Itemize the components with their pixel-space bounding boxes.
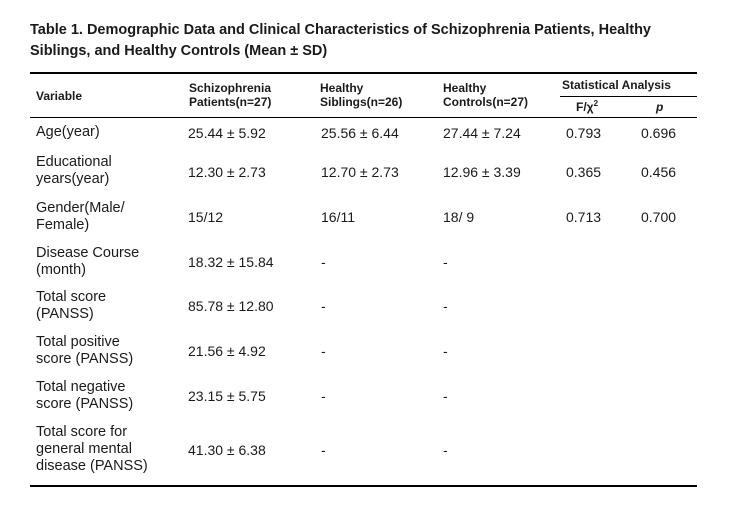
cell-controls: 27.44 ± 7.24 <box>443 125 521 141</box>
stat-subheader-rule <box>560 96 697 97</box>
row-label: Total score for <box>36 424 128 440</box>
cell-schizophrenia: 12.30 ± 2.73 <box>188 164 266 180</box>
header-controls-line2: Controls(n=27) <box>443 95 529 109</box>
row-label: years(year) <box>36 171 110 187</box>
top-rule <box>30 72 697 74</box>
cell-f-chi: 0.713 <box>566 209 602 225</box>
cell-p: 0.456 <box>641 164 677 180</box>
cell-siblings: 25.56 ± 6.44 <box>321 125 399 141</box>
caption-line-2: Siblings, and Healthy Controls (Mean ± S… <box>30 43 328 59</box>
row-label: score (PANSS) <box>36 396 134 412</box>
row-label: general mental <box>36 441 132 457</box>
cell-f-chi: 0.793 <box>566 125 602 141</box>
header-statistical-analysis: Statistical Analysis <box>562 78 671 92</box>
header-f-chi-superscript: 2 <box>593 99 599 108</box>
cell-siblings: 16/11 <box>321 209 355 225</box>
cell-schizophrenia: 18.32 ± 15.84 <box>188 254 274 270</box>
cell-f-chi: 0.365 <box>566 164 602 180</box>
cell-schizophrenia: 41.30 ± 6.38 <box>188 442 266 458</box>
header-schizophrenia-line2: Patients(n=27) <box>189 95 272 109</box>
cell-siblings: - <box>321 388 326 404</box>
cell-controls: - <box>443 388 448 404</box>
row-label: Gender(Male/ <box>36 200 125 216</box>
cell-controls: - <box>443 442 448 458</box>
row-label: Female) <box>36 217 90 233</box>
row-label: (month) <box>36 262 86 278</box>
cell-controls: - <box>443 298 448 314</box>
header-p: p <box>656 100 664 114</box>
header-variable: Variable <box>36 89 83 103</box>
cell-siblings: 12.70 ± 2.73 <box>321 164 399 180</box>
header-schizophrenia: Schizophrenia Patients(n=27) <box>189 81 271 109</box>
cell-controls: 12.96 ± 3.39 <box>443 164 521 180</box>
row-label: score (PANSS) <box>36 351 134 367</box>
cell-schizophrenia: 25.44 ± 5.92 <box>188 125 266 141</box>
cell-schizophrenia: 23.15 ± 5.75 <box>188 388 266 404</box>
header-schizophrenia-line1: Schizophrenia <box>189 81 272 95</box>
cell-controls: - <box>443 254 448 270</box>
cell-siblings: - <box>321 298 326 314</box>
cell-schizophrenia: 85.78 ± 12.80 <box>188 298 274 314</box>
cell-controls: - <box>443 343 448 359</box>
cell-p: 0.700 <box>641 209 677 225</box>
header-f-chi-text: F/χ <box>576 100 594 114</box>
cell-siblings: - <box>321 343 326 359</box>
cell-schizophrenia: 15/12 <box>188 209 224 225</box>
table-caption: Table 1. Demographic Data and Clinical C… <box>30 20 710 62</box>
row-label: disease (PANSS) <box>36 458 148 474</box>
bottom-rule <box>30 485 697 487</box>
row-label: (PANSS) <box>36 306 94 322</box>
header-siblings-line1: Healthy <box>320 81 364 95</box>
cell-p: 0.696 <box>641 125 677 141</box>
header-controls: Healthy Controls(n=27) <box>443 81 528 109</box>
row-label: Total score <box>36 289 107 305</box>
row-label: Disease Course <box>36 245 140 261</box>
header-rule <box>30 117 697 118</box>
row-label: Age(year) <box>36 124 100 140</box>
cell-siblings: - <box>321 442 326 458</box>
row-label: Total positive <box>36 334 120 350</box>
row-label: Educational <box>36 154 112 170</box>
row-label: Total negative <box>36 379 126 395</box>
cell-schizophrenia: 21.56 ± 4.92 <box>188 343 266 359</box>
header-controls-line1: Healthy <box>443 81 487 95</box>
header-f-chi: F/χ2 <box>576 99 599 115</box>
cell-controls: 18/ 9 <box>443 209 475 225</box>
header-siblings: Healthy Siblings(n=26) <box>320 81 402 109</box>
caption-line-1: Table 1. Demographic Data and Clinical C… <box>30 22 651 38</box>
header-siblings-line2: Siblings(n=26) <box>320 95 403 109</box>
cell-siblings: - <box>321 254 326 270</box>
